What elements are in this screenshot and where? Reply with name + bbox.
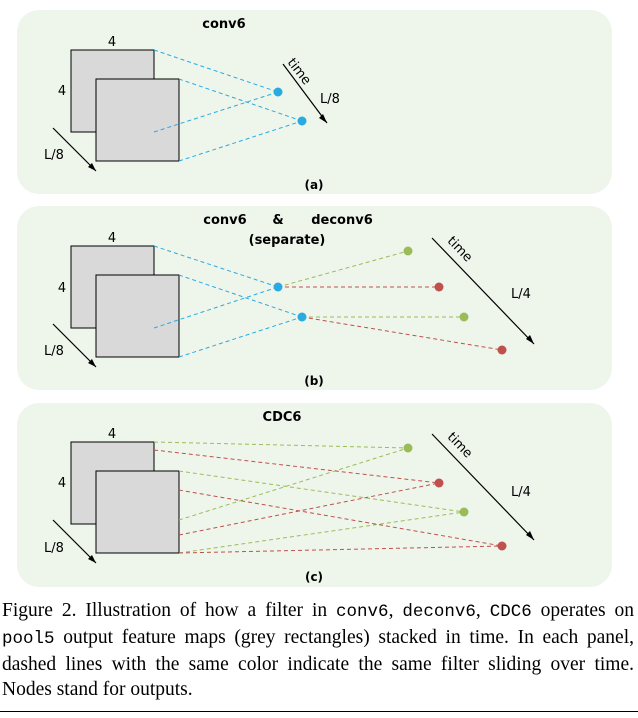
output-node [297,312,307,322]
depth-arrow-head [88,359,96,367]
map-depth-label: L/8 [44,541,64,556]
panel-b-label: (b) [304,374,324,388]
figure-caption: Figure 2. Illustration of how a filter i… [2,598,634,702]
panel-c: CDC6 4 4 L/8 time L/4 (c) [17,403,612,587]
time-arrow [431,433,535,541]
caption-code: pool5 [2,629,55,649]
output-node [497,541,507,551]
cdc-red-lines [153,449,503,554]
caption-text: , [475,600,490,621]
panel-b: conv6 & deconv6 (separate) 4 4 L/8 [17,206,612,390]
caption-code: CDC6 [489,602,532,622]
panel-a-label: (a) [304,178,323,192]
feature-map-front [95,470,180,554]
time-arrow [282,63,328,124]
caption-code: deconv6 [402,602,476,622]
output-node [403,443,413,453]
panel-c-title: CDC6 [263,410,302,425]
caption-text: Figure 2. Illustration of how a filter i… [2,600,337,621]
depth-arrow-head [88,163,96,171]
time-arrow-head [319,114,327,123]
time-arrow-head [526,335,534,344]
time-arrow [431,237,535,345]
panel-a-title: conv6 [202,17,245,32]
time-arrow-head [526,531,534,540]
map-height-label: 4 [58,84,66,99]
map-width-label: 4 [108,35,116,50]
depth-arrow-head [88,555,96,563]
feature-map-front [95,274,180,358]
footnote-rule [0,711,638,712]
panel-b-subtitle: (separate) [249,233,326,248]
panel-b-title-conv: conv6 [203,213,246,228]
output-node [459,507,469,517]
cdc-green-lines [153,441,465,554]
output-node [434,478,444,488]
deconv-green-lines [277,250,464,318]
output-node [403,246,413,256]
conv-lines [153,49,303,162]
conv-lines [153,245,303,358]
output-node [434,282,444,292]
output-node [273,282,283,292]
map-depth-label: L/8 [44,148,64,163]
depth-arrow [52,519,97,564]
output-node [497,345,507,355]
map-depth-label: L/8 [44,344,64,359]
caption-code: conv6 [336,602,389,622]
panel-b-title-amp: & [272,213,283,228]
figure-diagram: conv6 4 4 L/8 time L/8 (a) conv6 & decon… [17,10,612,587]
map-height-label: 4 [58,476,66,491]
time-length-label: L/8 [320,92,340,107]
panel-a: conv6 4 4 L/8 time L/8 (a) [17,10,612,194]
panel-c-label: (c) [305,570,323,584]
time-length-label: L/4 [511,287,531,302]
map-height-label: 4 [58,281,66,296]
output-node [459,312,469,322]
depth-arrow [52,127,97,172]
caption-text: , [388,600,403,621]
output-node [297,116,307,126]
deconv-red-lines [278,286,503,351]
map-width-label: 4 [108,231,116,246]
caption-text: operates on [531,600,635,621]
map-width-label: 4 [108,427,116,442]
depth-arrow [52,323,97,368]
time-length-label: L/4 [511,485,531,500]
caption-text: output feature maps (grey rectangles) st… [2,627,634,700]
panel-b-title-deconv: deconv6 [311,213,373,228]
output-node [273,87,283,97]
feature-map-front [95,78,180,162]
